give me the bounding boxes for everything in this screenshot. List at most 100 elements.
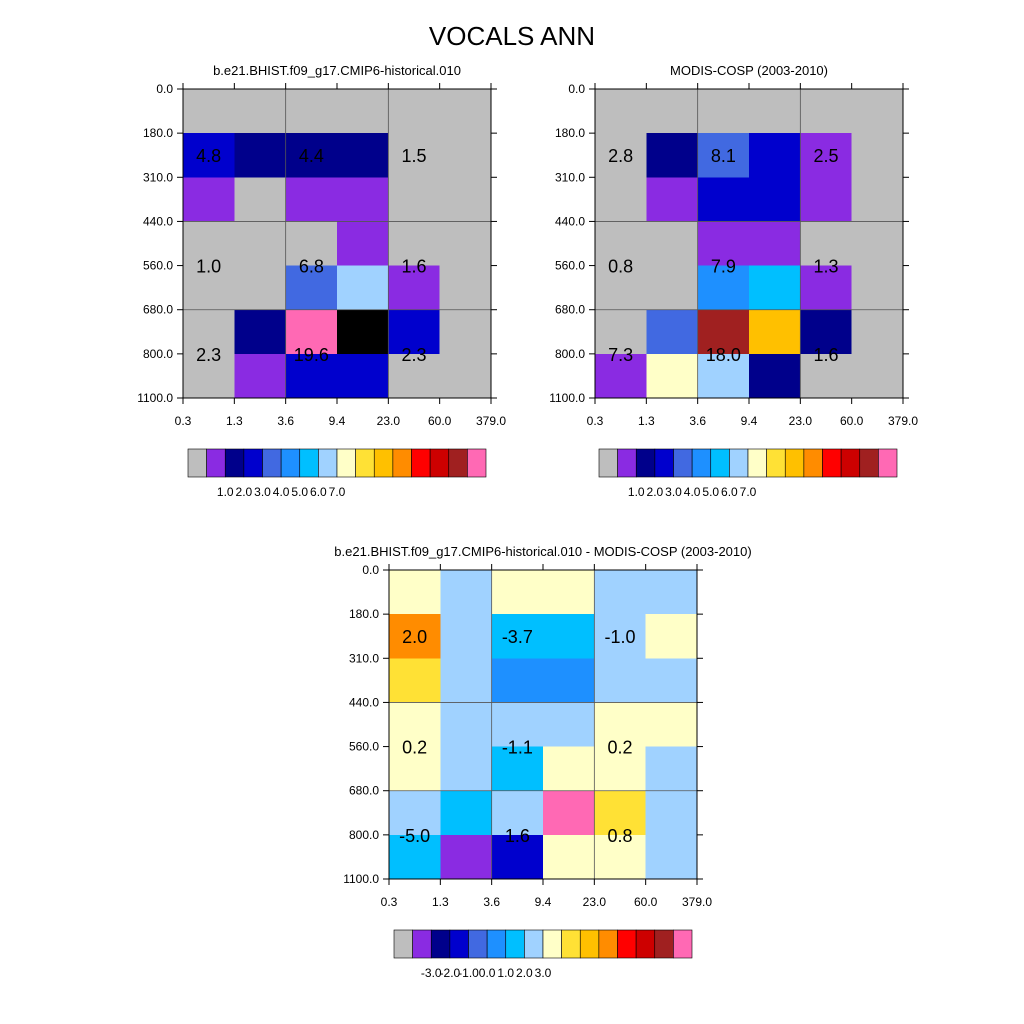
- x-tick-label: 379.0: [476, 414, 506, 428]
- cell-value-label: 1.5: [401, 146, 426, 166]
- heatmap-cell: [646, 177, 699, 222]
- colorbar-label: 1.0: [497, 966, 514, 980]
- heatmap-cell: [749, 265, 801, 311]
- heatmap-cell: [285, 133, 338, 178]
- y-tick-label: 1100.0: [137, 391, 173, 405]
- y-tick-label: 0.0: [362, 563, 379, 577]
- colorbar-label: 6.0: [721, 485, 738, 499]
- y-tick-label: 440.0: [143, 214, 173, 228]
- y-tick-label: 310.0: [143, 170, 173, 184]
- colorbar-swatch: [710, 448, 730, 478]
- heatmap-cell: [234, 89, 287, 134]
- heatmap-cell: [388, 221, 441, 266]
- heatmap-cell: [646, 265, 699, 311]
- cell-value-label: 2.5: [813, 146, 838, 166]
- x-tick-label: 379.0: [888, 414, 918, 428]
- colorbar-swatch: [429, 448, 450, 478]
- colorbar-swatch: [654, 448, 674, 478]
- heatmap-cell: [439, 221, 492, 266]
- heatmap-cell: [389, 746, 441, 792]
- heatmap-cell: [285, 221, 338, 266]
- colorbar-label: 5.0: [702, 485, 719, 499]
- heatmap-cell: [440, 702, 493, 747]
- heatmap-cell: [594, 658, 647, 703]
- colorbar-swatch: [822, 448, 842, 478]
- x-tick-label: 23.0: [377, 414, 401, 428]
- heatmap-cell: [697, 221, 750, 266]
- cell-value-label: 7.9: [711, 257, 736, 277]
- heatmap-cell: [337, 221, 389, 266]
- heatmap-cell: [491, 570, 544, 615]
- heatmap-cell: [595, 265, 647, 311]
- cell-value-label: 2.3: [401, 345, 426, 365]
- colorbar-swatch: [654, 929, 674, 959]
- y-tick-label: 310.0: [555, 170, 585, 184]
- heatmap-cell: [285, 89, 338, 134]
- y-tick-label: 560.0: [555, 259, 585, 273]
- heatmap-cell: [337, 89, 389, 134]
- heatmap-cell: [491, 790, 544, 836]
- y-tick-label: 440.0: [555, 214, 585, 228]
- colorbar-label: 3.0: [535, 966, 552, 980]
- panel-title: MODIS-COSP (2003-2010): [670, 63, 828, 78]
- heatmap-cell: [389, 614, 441, 659]
- heatmap-cell: [234, 177, 287, 222]
- heatmap-cell: [388, 133, 441, 178]
- heatmap-cell: [439, 265, 492, 311]
- colorbar-label: 4.0: [273, 485, 290, 499]
- heatmap-cell: [234, 133, 287, 178]
- x-tick-label: 60.0: [840, 414, 864, 428]
- y-tick-label: 180.0: [349, 607, 379, 621]
- x-tick-label: 3.6: [483, 895, 500, 909]
- cell-value-label: 8.1: [711, 146, 736, 166]
- heatmap-cell: [440, 746, 493, 792]
- heatmap-cell: [646, 353, 699, 399]
- heatmap-cell: [749, 133, 801, 178]
- heatmap-cell: [285, 309, 338, 355]
- colorbar-swatch: [206, 448, 226, 478]
- y-tick-label: 800.0: [349, 828, 379, 842]
- colorbar-swatch: [617, 929, 637, 959]
- heatmap-cell: [645, 746, 698, 792]
- heatmap-cell: [491, 614, 544, 659]
- colorbar-swatch: [747, 448, 767, 478]
- colorbar-swatch: [673, 929, 693, 959]
- colorbar-swatch: [393, 929, 413, 959]
- heatmap-cell: [749, 221, 801, 266]
- heatmap-cell: [388, 309, 441, 355]
- x-tick-label: 23.0: [583, 895, 607, 909]
- heatmap-cell: [594, 834, 647, 880]
- heatmap-cell: [543, 658, 595, 703]
- cell-value-label: 1.3: [813, 257, 838, 277]
- y-tick-label: 680.0: [143, 303, 173, 317]
- colorbar-swatch: [318, 448, 338, 478]
- colorbar-swatch: [579, 929, 600, 959]
- colorbar-swatch: [635, 929, 656, 959]
- colorbar-swatch: [598, 929, 618, 959]
- heatmap-cell: [646, 89, 699, 134]
- heatmap-cell: [440, 570, 493, 615]
- heatmap-cell: [183, 133, 235, 178]
- heatmap-cell: [388, 353, 441, 399]
- heatmap-cell: [439, 309, 492, 355]
- colorbar-label: 0.0: [479, 966, 496, 980]
- colorbar-label: -1.0: [458, 966, 479, 980]
- heatmap-cell: [388, 265, 441, 311]
- colorbar-swatch: [280, 448, 301, 478]
- heatmap-cell: [851, 353, 904, 399]
- heatmap-cell: [439, 133, 492, 178]
- heatmap-cell: [440, 658, 493, 703]
- heatmap-cell: [337, 309, 389, 355]
- heatmap-cell: [851, 133, 904, 178]
- heatmap-cell: [595, 221, 647, 266]
- colorbar-swatch: [766, 448, 786, 478]
- y-tick-label: 1100.0: [343, 872, 379, 886]
- colorbar-swatch: [430, 929, 451, 959]
- x-tick-label: 0.3: [175, 414, 192, 428]
- heatmap-cell: [285, 265, 338, 311]
- colorbar-swatch: [392, 448, 412, 478]
- cell-value-label: 4.8: [196, 146, 221, 166]
- cell-value-label: 2.3: [196, 345, 221, 365]
- heatmap-cell: [389, 702, 441, 747]
